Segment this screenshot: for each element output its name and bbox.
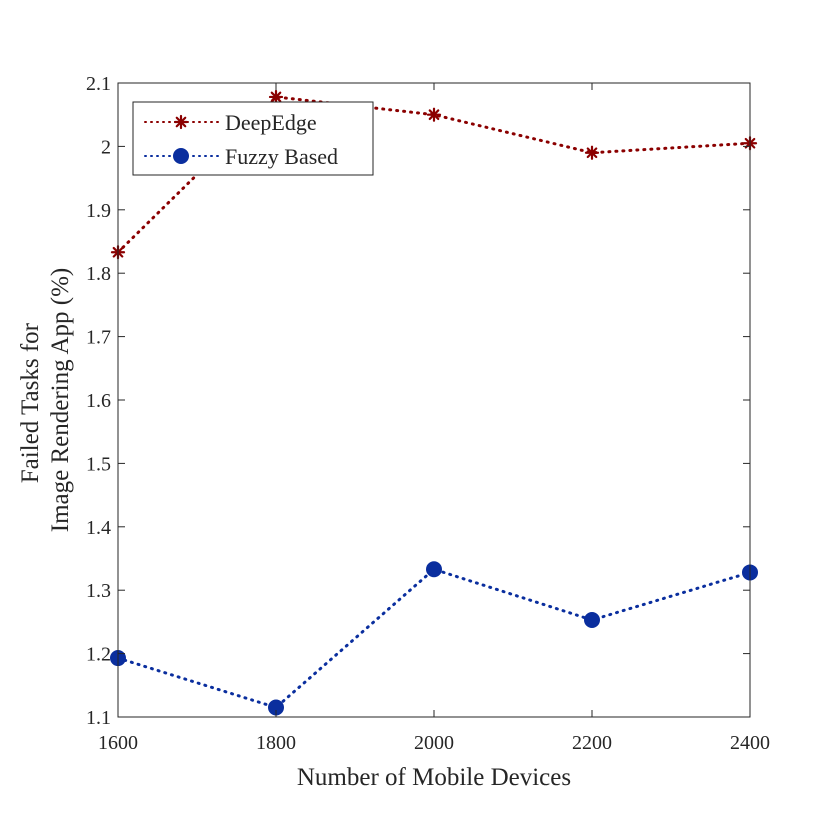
data-point [426, 561, 442, 578]
y-tick-label: 1.1 [86, 707, 111, 729]
y-tick-label: 1.6 [86, 390, 111, 412]
legend-box [132, 101, 374, 176]
series-layer [110, 89, 758, 716]
series-fuzzy-based [110, 561, 758, 716]
legend: DeepEdge Fuzzy Based [132, 101, 374, 176]
data-point [268, 89, 284, 105]
legend-marker [173, 148, 189, 164]
data-point [584, 611, 600, 628]
y-tick-label: 1.9 [86, 200, 111, 222]
y-tick-label: 1.4 [86, 517, 111, 539]
data-point [584, 145, 600, 160]
y-tick-label: 1.2 [86, 644, 111, 666]
x-axis-label: Number of Mobile Devices [297, 764, 571, 791]
legend-item: Fuzzy Based [144, 144, 338, 169]
y-tick-label: 2 [101, 136, 111, 158]
y-axis-label: Failed Tasks for Image Rendering App (%) [17, 268, 74, 533]
x-tick-label: 2400 [730, 732, 770, 754]
legend-label: DeepEdge [225, 110, 317, 135]
data-point [426, 107, 442, 122]
legend-marker [173, 114, 189, 130]
axes-layer: 1600 1800 2000 2200 2400 1.1 1.2 1.3 1.4 1.5 1.6 1.… [86, 73, 770, 754]
y-axis-label-line-1: Failed Tasks for [17, 322, 44, 483]
y-axis-label-line-2: Image Rendering App (%) [47, 268, 74, 533]
y-tick-label: 1.7 [86, 327, 111, 349]
y-tick-label: 1.3 [86, 580, 111, 602]
x-tick-label: 1600 [98, 732, 138, 754]
y-tick-label: 2.1 [86, 73, 111, 95]
x-tick-label: 1800 [256, 732, 296, 754]
plot-frame [117, 82, 751, 718]
legend-item: DeepEdge [144, 110, 317, 135]
legend-label: Fuzzy Based [225, 144, 338, 169]
series-line [116, 567, 752, 709]
y-tick-label: 1.8 [86, 263, 111, 285]
x-tick-label: 2200 [572, 732, 612, 754]
y-tick-label: 1.5 [86, 453, 111, 475]
x-tick-label: 2000 [414, 732, 454, 754]
